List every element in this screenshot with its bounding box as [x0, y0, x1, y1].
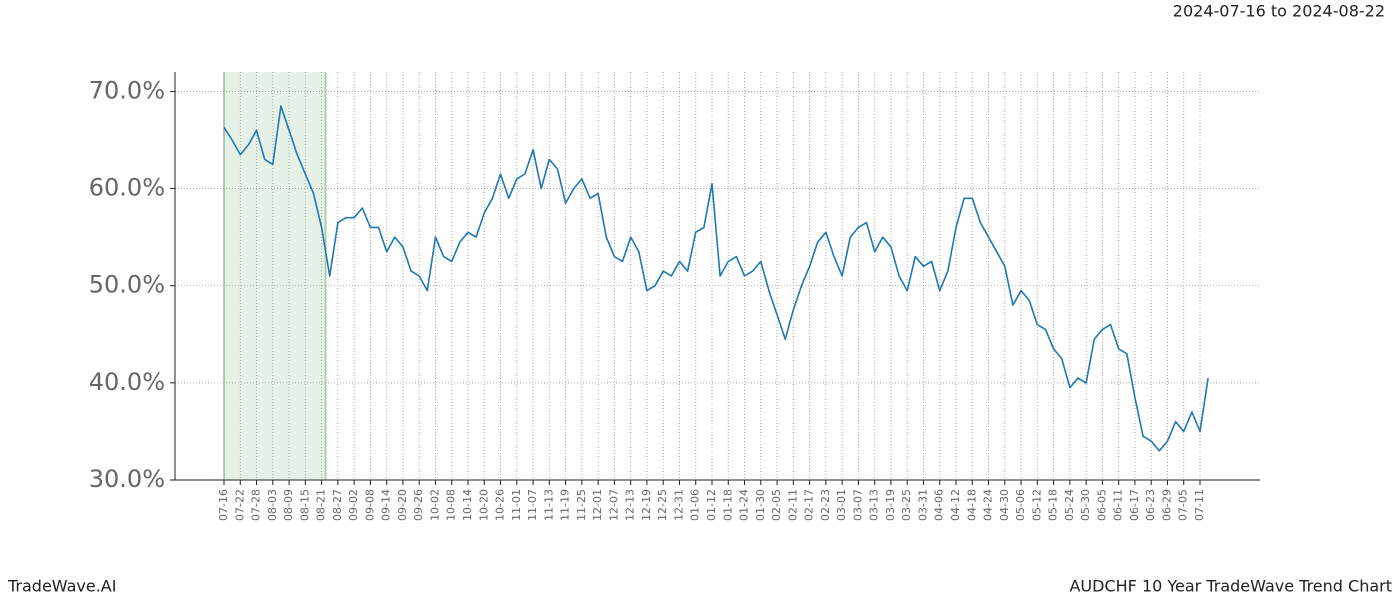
line [223, 105, 1209, 452]
x-tick-label: 01-30 [754, 489, 767, 521]
x-tick-label: 11-07 [526, 489, 539, 521]
x-tick-label: 03-31 [916, 489, 929, 521]
x-tick-label: 02-11 [786, 489, 799, 521]
x-tick-label: 02-17 [803, 489, 816, 521]
x-tick-label: 04-30 [998, 489, 1011, 521]
footer-right: AUDCHF 10 Year TradeWave Trend Chart [1069, 577, 1392, 596]
x-tick-label: 08-03 [266, 489, 279, 521]
x-tick-label: 11-13 [542, 489, 555, 521]
x-tick-label: 06-23 [1144, 489, 1157, 521]
x-tick-label: 04-12 [949, 489, 962, 521]
x-tick-label: 07-16 [217, 489, 230, 521]
x-tick-label: 04-24 [982, 489, 995, 521]
footer-left: TradeWave.AI [7, 577, 116, 596]
x-tick-label: 05-30 [1079, 489, 1092, 521]
x-tick-label: 12-19 [640, 489, 653, 521]
x-tick-label: 11-01 [510, 489, 523, 521]
x-tick-label: 06-11 [1112, 489, 1125, 521]
y-tick-label: 60.0% [89, 174, 165, 202]
x-tick-label: 10-02 [428, 489, 441, 521]
x-tick-label: 09-08 [363, 489, 376, 521]
x-tick-label: 11-25 [575, 489, 588, 521]
x-tick-label: 10-26 [494, 489, 507, 521]
x-tick-label: 06-05 [1095, 489, 1108, 521]
x-tick-label: 01-06 [689, 489, 702, 521]
chart-subtitle: 2024-07-16 to 2024-08-22 [1173, 2, 1385, 21]
x-tick-label: 08-15 [298, 489, 311, 521]
x-tick-label: 07-11 [1193, 489, 1206, 521]
y-tick-label: 70.0% [89, 76, 165, 104]
y-tick-label: 30.0% [89, 465, 165, 493]
x-tick-label: 10-14 [461, 489, 474, 521]
x-tick-label: 06-29 [1160, 489, 1173, 521]
x-tick-label: 05-06 [1014, 489, 1027, 521]
x-tick-label: 11-19 [559, 489, 572, 521]
x-tick-label: 12-31 [672, 489, 685, 521]
x-tick-label: 06-17 [1128, 489, 1141, 521]
x-tick-label: 12-13 [624, 489, 637, 521]
x-tick-label: 05-18 [1047, 489, 1060, 521]
x-tick-label: 12-07 [607, 489, 620, 521]
x-tick-label: 10-20 [477, 489, 490, 521]
x-tick-label: 09-26 [412, 489, 425, 521]
x-tick-label: 03-01 [835, 489, 848, 521]
x-tick-label: 04-18 [965, 489, 978, 521]
highlight-band [224, 72, 326, 480]
x-tick-label: 09-20 [396, 489, 409, 521]
x-tick-label: 09-02 [347, 489, 360, 521]
x-tick-label: 02-23 [819, 489, 832, 521]
x-tick-label: 07-05 [1177, 489, 1190, 521]
x-tick-label: 09-14 [380, 489, 393, 521]
x-tick-label: 10-08 [445, 489, 458, 521]
y-tick-label: 50.0% [89, 271, 165, 299]
x-tick-label: 02-05 [770, 489, 783, 521]
x-tick-label: 07-28 [250, 489, 263, 521]
x-tick-label: 01-18 [721, 489, 734, 521]
x-tick-label: 01-24 [738, 489, 751, 521]
x-tick-label: 05-12 [1030, 489, 1043, 521]
x-tick-label: 03-13 [868, 489, 881, 521]
x-tick-label: 03-19 [884, 489, 897, 521]
x-tick-label: 03-25 [900, 489, 913, 521]
x-tick-label: 07-22 [233, 489, 246, 521]
x-tick-label: 03-07 [851, 489, 864, 521]
x-tick-label: 01-12 [705, 489, 718, 521]
y-tick-label: 40.0% [89, 368, 165, 396]
x-tick-label: 08-27 [331, 489, 344, 521]
x-tick-label: 04-06 [933, 489, 946, 521]
x-tick-label: 12-01 [591, 489, 604, 521]
x-tick-label: 08-09 [282, 489, 295, 521]
x-tick-label: 08-21 [315, 489, 328, 521]
x-tick-label: 12-25 [656, 489, 669, 521]
x-tick-label: 05-24 [1063, 489, 1076, 521]
